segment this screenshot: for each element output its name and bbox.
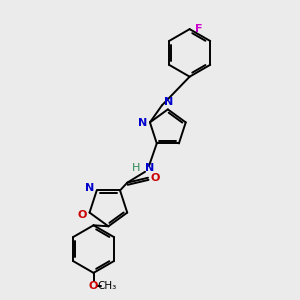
Text: N: N bbox=[138, 118, 148, 128]
Text: N: N bbox=[164, 98, 173, 107]
Text: N: N bbox=[145, 163, 154, 173]
Text: O: O bbox=[78, 210, 87, 220]
Text: H: H bbox=[132, 163, 140, 173]
Text: N: N bbox=[85, 184, 94, 194]
Text: F: F bbox=[195, 24, 202, 34]
Text: O: O bbox=[150, 173, 160, 183]
Text: CH₃: CH₃ bbox=[98, 281, 117, 291]
Text: O: O bbox=[89, 281, 98, 291]
